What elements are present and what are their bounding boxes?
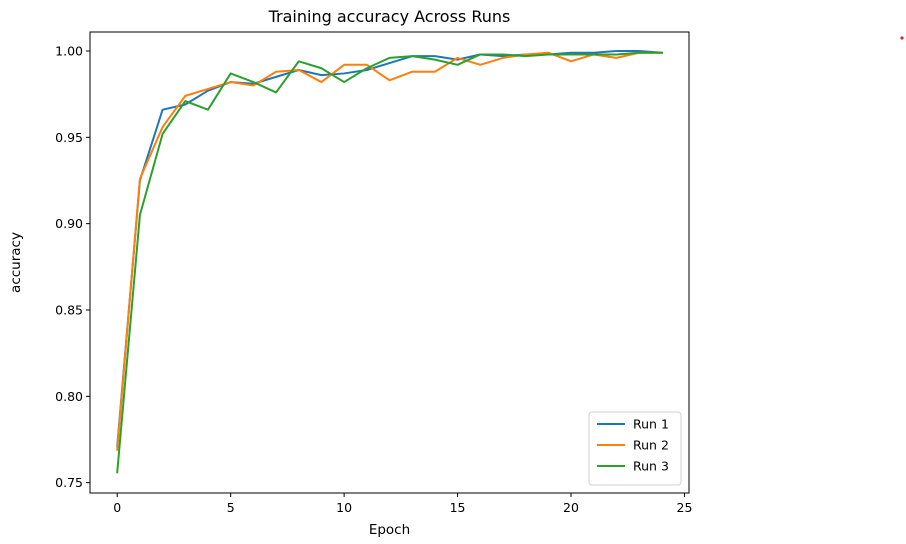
legend: Run 1 Run 2 Run 3 [588, 411, 682, 486]
chart-title: Training accuracy Across Runs [268, 7, 511, 26]
plot-area [116, 49, 663, 474]
x-tick-label: 25 [677, 500, 693, 515]
y-axis-title: accuracy [8, 232, 24, 293]
x-tick-label: 5 [227, 500, 235, 515]
x-axis: 0 5 10 15 20 25 [113, 493, 692, 515]
series-line-run-3 [116, 51, 663, 474]
y-tick-label: 0.85 [55, 302, 83, 317]
x-tick-label: 10 [336, 500, 352, 515]
legend-label-run-2: Run 2 [633, 438, 669, 453]
x-tick-label: 15 [450, 500, 466, 515]
x-axis-title: Epoch [369, 522, 410, 538]
y-tick-label: 1.00 [55, 43, 83, 58]
y-tick-label: 0.90 [55, 216, 83, 231]
y-tick-label: 0.95 [55, 130, 83, 145]
red-dot-marker [900, 36, 904, 40]
x-tick-label: 20 [563, 500, 579, 515]
legend-label-run-1: Run 1 [633, 417, 669, 432]
axes-frame [89, 31, 690, 494]
y-axis: 0.75 0.80 0.85 0.90 0.95 1.00 [55, 43, 90, 490]
x-tick-label: 0 [113, 500, 121, 515]
y-tick-label: 0.80 [55, 389, 83, 404]
legend-label-run-3: Run 3 [633, 459, 669, 474]
y-tick-label: 0.75 [55, 475, 83, 490]
series-line-run-1 [116, 49, 663, 448]
series-line-run-2 [116, 51, 663, 451]
